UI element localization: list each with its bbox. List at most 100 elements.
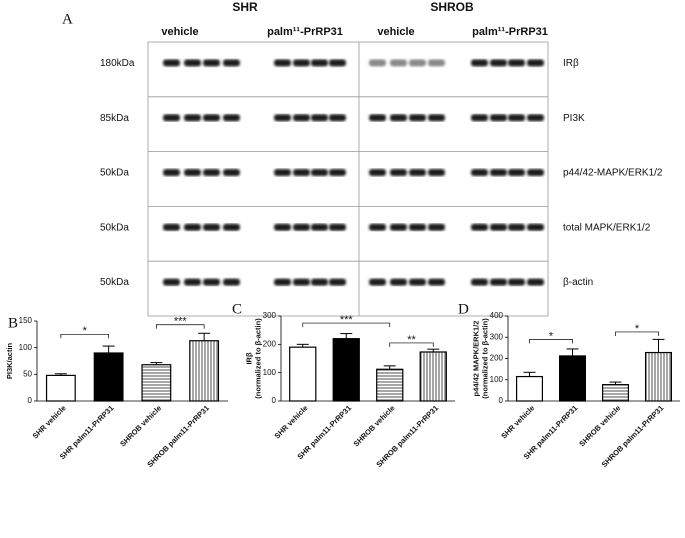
x-tick-label: SHROB vehicle: [118, 403, 163, 448]
y-tick-label: 0: [28, 396, 33, 405]
panel-label: D: [458, 301, 469, 317]
band: [490, 59, 507, 67]
bar: [141, 364, 172, 402]
band: [329, 278, 346, 286]
band: [311, 169, 328, 176]
significance-label: *: [549, 330, 554, 342]
y-tick-label: 200: [490, 354, 504, 363]
y-tick-label: 100: [263, 368, 277, 377]
band: [293, 114, 310, 122]
protein-label: β-actin: [563, 277, 593, 288]
band: [527, 114, 544, 122]
significance-bracket: [60, 333, 109, 339]
size-label: 180kDa: [100, 58, 135, 69]
size-label: 50kDa: [100, 168, 129, 179]
significance-label: ***: [174, 316, 188, 328]
band: [293, 278, 310, 286]
lane-header: palm¹¹-PrRP31: [472, 26, 548, 38]
band: [184, 59, 201, 67]
size-label: 50kDa: [100, 277, 129, 288]
band: [390, 59, 407, 67]
lane-header: palm¹¹-PrRP31: [267, 26, 343, 38]
band: [203, 169, 220, 176]
band: [471, 114, 488, 122]
size-label: 50kDa: [100, 222, 129, 233]
band: [329, 114, 346, 122]
band: [428, 223, 445, 231]
band: [203, 223, 220, 231]
band: [471, 169, 488, 176]
significance-bracket: [302, 322, 391, 328]
band: [369, 169, 386, 176]
group-header: SHROB: [430, 0, 474, 14]
x-tick-label: SHR vehicle: [499, 403, 536, 440]
band: [163, 59, 180, 67]
x-tick-label: SHR palm11-PrRP31: [58, 403, 116, 461]
protein-label: p44/42-MAPK/ERK1/2: [563, 168, 663, 179]
band: [369, 278, 386, 286]
band: [329, 59, 346, 67]
band: [369, 223, 386, 231]
lane-header: vehicle: [161, 26, 198, 38]
y-tick-label: 300: [490, 332, 504, 341]
y-axis-label: PI3K/actin: [5, 342, 14, 379]
size-label: 85kDa: [100, 113, 129, 124]
band: [428, 278, 445, 286]
bar: [289, 346, 317, 402]
band: [184, 114, 201, 122]
band: [274, 169, 291, 176]
blot-frame: [147, 41, 549, 317]
panel-label: C: [232, 301, 242, 317]
band: [163, 169, 180, 176]
band: [311, 223, 328, 231]
band: [527, 223, 544, 231]
band: [390, 169, 407, 176]
y-tick-label: 400: [490, 311, 504, 320]
band: [471, 278, 488, 286]
band: [527, 59, 544, 67]
bar: [93, 352, 124, 402]
band: [508, 169, 525, 176]
band: [369, 59, 386, 67]
panel-label: A: [62, 11, 73, 27]
band: [527, 278, 544, 286]
band: [223, 223, 240, 231]
band: [409, 278, 426, 286]
significance-bracket: [615, 331, 659, 336]
bar: [601, 384, 629, 402]
band: [184, 278, 201, 286]
y-tick-label: 0: [272, 396, 277, 405]
band: [274, 114, 291, 122]
band: [369, 114, 386, 122]
band: [409, 114, 426, 122]
significance-bracket: [389, 342, 434, 347]
y-tick-label: 200: [263, 339, 277, 348]
y-tick-label: 100: [19, 343, 33, 352]
band: [329, 169, 346, 176]
band: [223, 59, 240, 67]
band: [203, 278, 220, 286]
band: [293, 59, 310, 67]
band: [490, 278, 507, 286]
band: [471, 223, 488, 231]
protein-label: PI3K: [563, 113, 585, 124]
y-axis-label: p44/42 MAPK/ERK1/2: [471, 321, 480, 397]
y-axis-label: (normalized to β-actin): [480, 318, 489, 399]
y-tick-label: 50: [23, 369, 32, 378]
x-tick-label: SHROB vehicle: [577, 403, 622, 448]
y-axis-label: (normalized to β-actin): [253, 318, 262, 399]
western-blot: A SHR SHROB vehicle palm¹¹-PrRP31 vehicl…: [62, 0, 549, 317]
band: [223, 169, 240, 176]
band: [390, 223, 407, 231]
bar: [558, 355, 586, 402]
x-tick-label: SHR vehicle: [273, 403, 310, 440]
band: [311, 114, 328, 122]
significance-label: ***: [340, 314, 354, 326]
group-header: SHR: [232, 0, 258, 14]
band: [490, 223, 507, 231]
y-tick-label: 150: [19, 316, 33, 325]
bar: [45, 374, 76, 402]
band: [527, 169, 544, 176]
band: [508, 59, 525, 67]
